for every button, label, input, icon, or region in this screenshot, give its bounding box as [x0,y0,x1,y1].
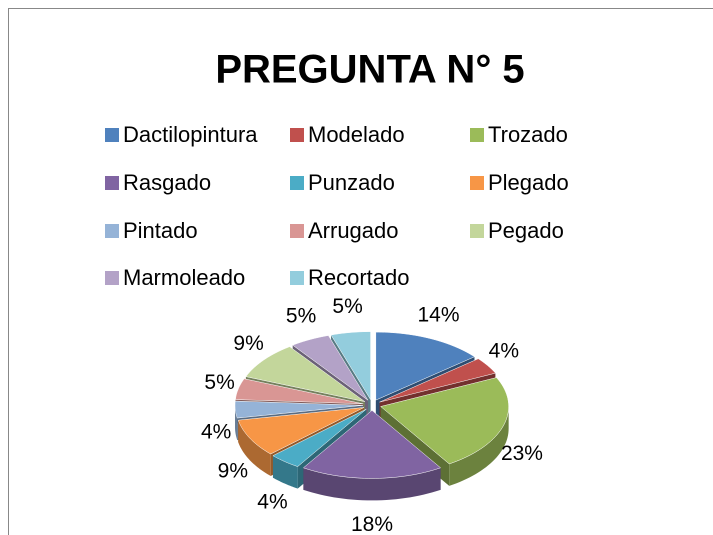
legend-label: Punzado [308,170,395,195]
data-label: 9% [233,332,263,355]
data-label: 4% [489,340,519,363]
data-label: 4% [257,491,287,514]
slice [330,331,371,401]
data-label: 9% [218,459,248,482]
slice-side [272,455,298,489]
legend-label: Dactilopintura [123,122,258,147]
legend-label: Plegado [488,170,569,195]
legend-label: Modelado [308,122,405,147]
legend-swatch [105,128,119,142]
slice [272,408,367,467]
legend-swatch [105,271,119,285]
data-label: 23% [501,442,543,465]
legend-label: Trozado [488,122,568,147]
legend-label: Recortado [308,265,410,290]
chart-title: PREGUNTA N° 5 [215,48,524,92]
legend-label: Marmoleado [123,265,245,290]
pie-top [234,331,509,479]
slice-side [235,405,238,441]
slice-side [449,406,509,486]
legend-swatch [470,176,484,190]
data-label: 4% [201,421,231,444]
slice [302,410,442,479]
legend-swatch [470,224,484,238]
data-label: 5% [332,295,362,318]
legend-label: Rasgado [123,170,211,195]
data-label: 5% [204,371,234,394]
legend-swatch [290,224,304,238]
slice [379,358,496,403]
slice [245,346,366,402]
legend-swatch [105,224,119,238]
slice [237,407,365,455]
slice [292,335,369,401]
legend-swatch [470,128,484,142]
legend-label: Arrugado [308,218,399,243]
slice-side [238,420,271,477]
slice [375,331,475,401]
legend-swatch [290,176,304,190]
slice [380,377,509,465]
legend-swatch [290,271,304,285]
slice [234,400,364,419]
slice [235,378,364,405]
legend-swatch [105,176,119,190]
legend-swatch [290,128,304,142]
data-label: 18% [351,513,393,535]
legend-label: Pegado [488,218,564,243]
data-label: 5% [286,305,316,328]
data-label: 14% [417,303,459,326]
legend-label: Pintado [123,218,198,243]
